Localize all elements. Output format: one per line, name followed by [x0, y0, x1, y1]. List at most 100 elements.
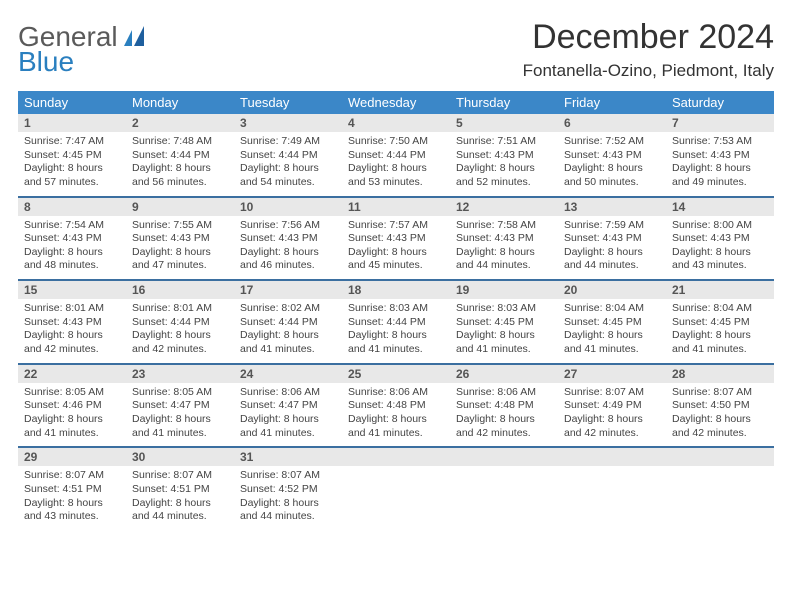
sunrise-text: Sunrise: 8:00 AM	[672, 219, 768, 233]
day-cell: Sunrise: 8:07 AMSunset: 4:51 PMDaylight:…	[18, 466, 126, 530]
day-number: 14	[666, 198, 774, 216]
sunset-text: Sunset: 4:43 PM	[456, 149, 552, 163]
daylight-text: Daylight: 8 hours and 42 minutes.	[564, 413, 660, 440]
sunrise-text: Sunrise: 8:06 AM	[456, 386, 552, 400]
day-number	[450, 448, 558, 466]
day-cell: Sunrise: 8:06 AMSunset: 4:48 PMDaylight:…	[342, 383, 450, 447]
daylight-text: Daylight: 8 hours and 41 minutes.	[240, 329, 336, 356]
daylight-text: Daylight: 8 hours and 52 minutes.	[456, 162, 552, 189]
sunrise-text: Sunrise: 7:52 AM	[564, 135, 660, 149]
day-cell: Sunrise: 7:48 AMSunset: 4:44 PMDaylight:…	[126, 132, 234, 196]
daylight-text: Daylight: 8 hours and 42 minutes.	[672, 413, 768, 440]
sunset-text: Sunset: 4:47 PM	[240, 399, 336, 413]
day-cell: Sunrise: 8:02 AMSunset: 4:44 PMDaylight:…	[234, 299, 342, 363]
sunset-text: Sunset: 4:49 PM	[564, 399, 660, 413]
sunrise-text: Sunrise: 8:01 AM	[24, 302, 120, 316]
day-number: 10	[234, 198, 342, 216]
day-cell: Sunrise: 8:04 AMSunset: 4:45 PMDaylight:…	[558, 299, 666, 363]
sunrise-text: Sunrise: 7:54 AM	[24, 219, 120, 233]
brand-logo: General Blue	[18, 18, 150, 74]
daylight-text: Daylight: 8 hours and 50 minutes.	[564, 162, 660, 189]
day-number-row: 891011121314	[18, 198, 774, 216]
day-cell: Sunrise: 8:07 AMSunset: 4:49 PMDaylight:…	[558, 383, 666, 447]
sunset-text: Sunset: 4:45 PM	[24, 149, 120, 163]
sunset-text: Sunset: 4:43 PM	[564, 232, 660, 246]
day-cell: Sunrise: 7:58 AMSunset: 4:43 PMDaylight:…	[450, 216, 558, 280]
sunset-text: Sunset: 4:43 PM	[456, 232, 552, 246]
daylight-text: Daylight: 8 hours and 42 minutes.	[456, 413, 552, 440]
sunrise-text: Sunrise: 8:07 AM	[132, 469, 228, 483]
daylight-text: Daylight: 8 hours and 41 minutes.	[348, 329, 444, 356]
daylight-text: Daylight: 8 hours and 42 minutes.	[24, 329, 120, 356]
daylight-text: Daylight: 8 hours and 48 minutes.	[24, 246, 120, 273]
sunset-text: Sunset: 4:43 PM	[672, 232, 768, 246]
day-number: 28	[666, 365, 774, 383]
day-number: 6	[558, 114, 666, 132]
sunrise-text: Sunrise: 8:05 AM	[132, 386, 228, 400]
daylight-text: Daylight: 8 hours and 45 minutes.	[348, 246, 444, 273]
day-cell: Sunrise: 8:05 AMSunset: 4:46 PMDaylight:…	[18, 383, 126, 447]
daylight-text: Daylight: 8 hours and 41 minutes.	[564, 329, 660, 356]
day-cell: Sunrise: 8:03 AMSunset: 4:45 PMDaylight:…	[450, 299, 558, 363]
day-number: 22	[18, 365, 126, 383]
calendar-week: 22232425262728Sunrise: 8:05 AMSunset: 4:…	[18, 365, 774, 449]
day-number: 19	[450, 281, 558, 299]
day-cell: Sunrise: 7:56 AMSunset: 4:43 PMDaylight:…	[234, 216, 342, 280]
day-cell: Sunrise: 8:01 AMSunset: 4:43 PMDaylight:…	[18, 299, 126, 363]
day-number: 9	[126, 198, 234, 216]
day-number: 17	[234, 281, 342, 299]
sunset-text: Sunset: 4:52 PM	[240, 483, 336, 497]
month-title: December 2024	[523, 18, 774, 57]
sunset-text: Sunset: 4:44 PM	[240, 316, 336, 330]
sunset-text: Sunset: 4:43 PM	[348, 232, 444, 246]
daylight-text: Daylight: 8 hours and 44 minutes.	[132, 497, 228, 524]
weekday-header: Thursday	[450, 91, 558, 114]
brand-name-part2: Blue	[18, 46, 74, 77]
sunrise-text: Sunrise: 8:01 AM	[132, 302, 228, 316]
sunset-text: Sunset: 4:51 PM	[24, 483, 120, 497]
weekday-header: Friday	[558, 91, 666, 114]
day-cell: Sunrise: 7:59 AMSunset: 4:43 PMDaylight:…	[558, 216, 666, 280]
weekday-header: Saturday	[666, 91, 774, 114]
sunrise-text: Sunrise: 8:04 AM	[564, 302, 660, 316]
sunrise-text: Sunrise: 7:55 AM	[132, 219, 228, 233]
day-number: 26	[450, 365, 558, 383]
day-cell: Sunrise: 8:06 AMSunset: 4:48 PMDaylight:…	[450, 383, 558, 447]
day-number: 21	[666, 281, 774, 299]
day-cell: Sunrise: 7:47 AMSunset: 4:45 PMDaylight:…	[18, 132, 126, 196]
brand-name: General Blue	[18, 24, 118, 74]
day-cell: Sunrise: 7:57 AMSunset: 4:43 PMDaylight:…	[342, 216, 450, 280]
daylight-text: Daylight: 8 hours and 41 minutes.	[672, 329, 768, 356]
day-number: 27	[558, 365, 666, 383]
day-cell: Sunrise: 7:55 AMSunset: 4:43 PMDaylight:…	[126, 216, 234, 280]
sunset-text: Sunset: 4:45 PM	[672, 316, 768, 330]
day-cell: Sunrise: 7:49 AMSunset: 4:44 PMDaylight:…	[234, 132, 342, 196]
day-number: 13	[558, 198, 666, 216]
day-number: 1	[18, 114, 126, 132]
calendar-week: 293031Sunrise: 8:07 AMSunset: 4:51 PMDay…	[18, 448, 774, 530]
daylight-text: Daylight: 8 hours and 44 minutes.	[564, 246, 660, 273]
sunset-text: Sunset: 4:43 PM	[24, 232, 120, 246]
sunset-text: Sunset: 4:43 PM	[24, 316, 120, 330]
location-subtitle: Fontanella-Ozino, Piedmont, Italy	[523, 61, 774, 81]
sunrise-text: Sunrise: 8:03 AM	[348, 302, 444, 316]
day-cell: Sunrise: 8:04 AMSunset: 4:45 PMDaylight:…	[666, 299, 774, 363]
day-number: 5	[450, 114, 558, 132]
day-number	[558, 448, 666, 466]
daylight-text: Daylight: 8 hours and 53 minutes.	[348, 162, 444, 189]
day-number-row: 22232425262728	[18, 365, 774, 383]
sunrise-text: Sunrise: 8:07 AM	[672, 386, 768, 400]
daylight-text: Daylight: 8 hours and 46 minutes.	[240, 246, 336, 273]
weekday-header: Monday	[126, 91, 234, 114]
day-number: 12	[450, 198, 558, 216]
daylight-text: Daylight: 8 hours and 47 minutes.	[132, 246, 228, 273]
day-cell	[666, 466, 774, 530]
day-cell: Sunrise: 8:07 AMSunset: 4:52 PMDaylight:…	[234, 466, 342, 530]
sunset-text: Sunset: 4:43 PM	[564, 149, 660, 163]
sunrise-text: Sunrise: 8:06 AM	[348, 386, 444, 400]
sunset-text: Sunset: 4:48 PM	[348, 399, 444, 413]
day-number: 15	[18, 281, 126, 299]
daylight-text: Daylight: 8 hours and 57 minutes.	[24, 162, 120, 189]
day-number: 31	[234, 448, 342, 466]
weekday-header: Sunday	[18, 91, 126, 114]
